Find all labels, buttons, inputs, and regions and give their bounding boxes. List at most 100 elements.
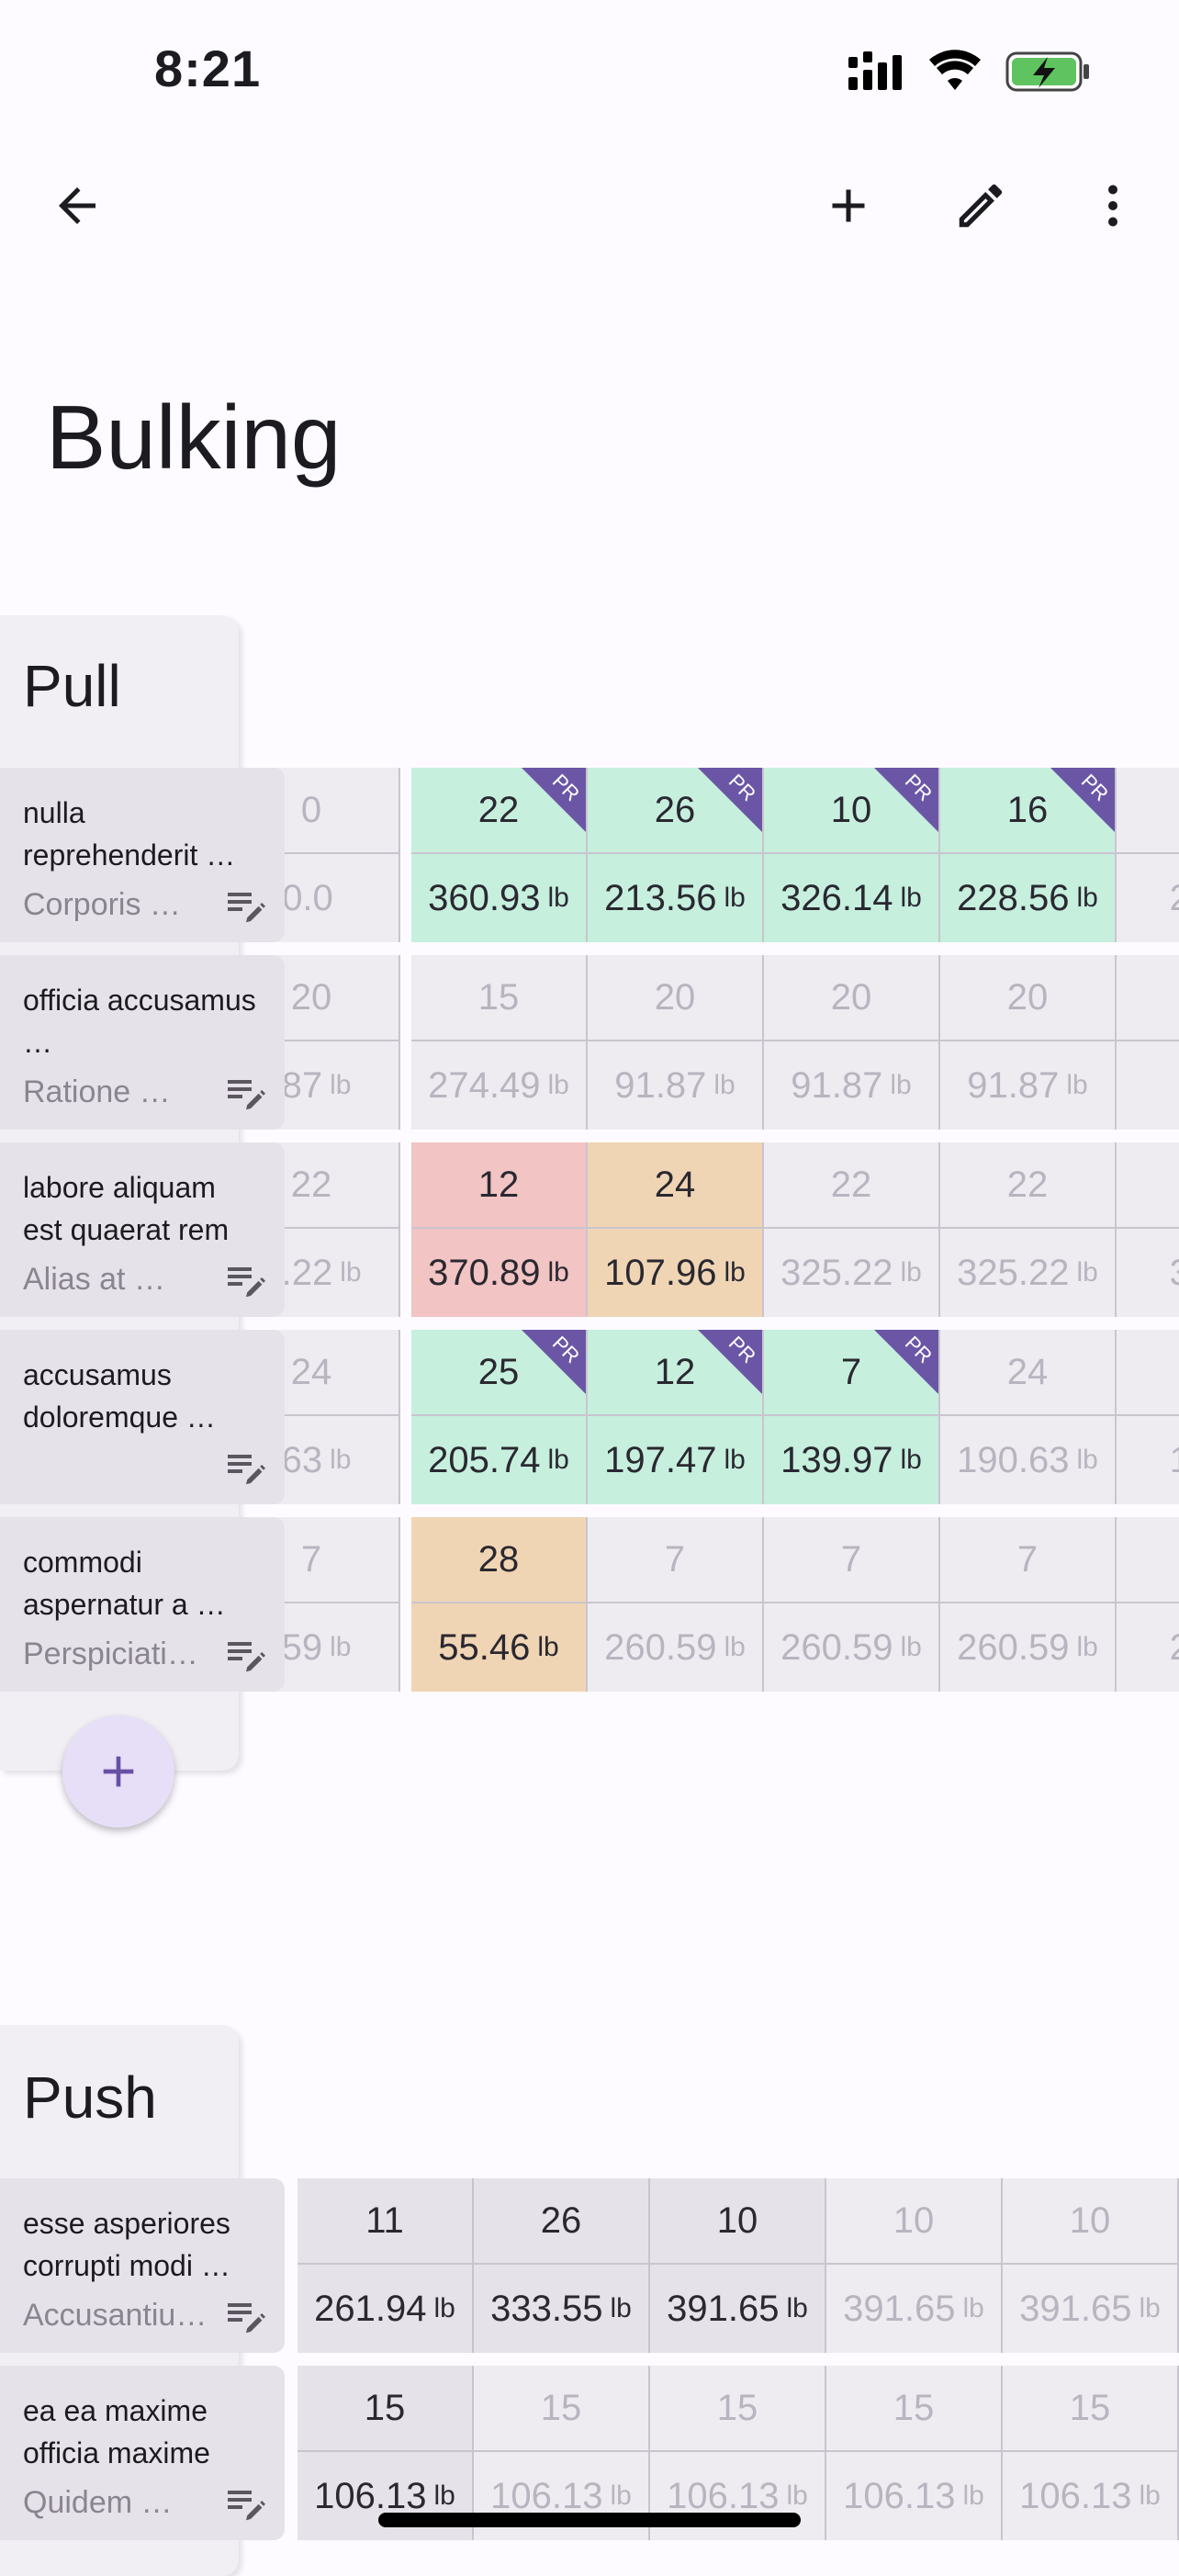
set-cell[interactable]: 10 391.65 lb [826,2178,1003,2353]
weight-value: 0.0 [282,877,333,918]
exercise-name: commodi aspernatur a … [23,1546,226,1621]
weight-unit: lb [724,883,746,913]
set-weight: 106.13 lb [650,2452,825,2540]
set-cell[interactable]: 260 [1117,1517,1179,1692]
set-weight: 91.87 lb [588,1041,762,1130]
set-cell[interactable]: 15 274.49 lb [411,955,588,1130]
set-cell[interactable]: 10 326.14 lb PR [764,768,940,942]
back-button[interactable] [40,169,114,242]
weight-unit: lb [962,2480,984,2511]
set-cell[interactable]: 20 91.87 lb [588,955,764,1130]
set-reps: 0 [224,768,399,854]
set-cell[interactable]: 10 391.65 lb [1003,2178,1179,2353]
set-weight: 91.87 lb [764,1041,938,1130]
set-reps: 15 [411,955,586,1041]
set-cell[interactable]: 7 260.59 lb [588,1517,764,1692]
set-reps: 10 [1003,2178,1177,2265]
exercise-cell[interactable]: nulla reprehenderit … Corporis … [0,768,285,942]
set-weight: 360.93 lb [411,854,586,942]
set-reps: 10 [650,2178,825,2265]
set-cell[interactable]: 228 [1117,768,1179,942]
add-button[interactable] [812,169,885,242]
set-cell[interactable]: 20 91.87 lb [940,955,1117,1130]
edit-button[interactable] [944,169,1017,242]
set-weight: 106.13 lb [474,2452,648,2540]
set-cell[interactable]: 12 370.89 lb [411,1142,588,1317]
set-reps: 10 [826,2178,1001,2265]
set-cell[interactable]: 7 260.59 lb [764,1517,940,1692]
set-reps: 15 [474,2366,648,2452]
set-weight: 228 [1117,854,1179,942]
set-cell[interactable]: 15 106.13 lb [826,2366,1003,2540]
set-cell[interactable]: 26 333.55 lb [474,2178,650,2353]
set-reps: 20 [764,955,938,1041]
set-weight: 106.13 lb [826,2452,1001,2540]
set-weight: 213.56 lb [588,854,762,942]
set-weight: 106.13 lb [1003,2452,1177,2540]
weight-unit: lb [547,1257,569,1288]
set-cell[interactable]: 22 325.22 lb [764,1142,940,1317]
set-cell[interactable]: 20 91.87 lb [764,955,940,1130]
more-options-button[interactable] [1076,169,1150,242]
weight-unit: lb [1076,883,1098,913]
exercise-name: nulla reprehenderit … [23,796,236,872]
note-edit-icon[interactable] [224,1447,268,1488]
exercise-cell[interactable]: esse asperiores corrupti modi … Accusanti… [0,2178,285,2353]
set-cell[interactable]: 91 [1117,955,1179,1130]
set-cell[interactable]: 15 106.13 lb [1003,2366,1179,2540]
set-cell[interactable]: 15 106.13 lb [650,2366,826,2540]
set-cell[interactable]: 10 391.65 lb [650,2178,826,2353]
weight-unit: lb [1066,1070,1088,1100]
note-edit-icon[interactable] [224,2483,268,2524]
weight-value: 106.13 [1019,2475,1132,2516]
set-cell[interactable]: 7 260.59 lb [940,1517,1117,1692]
set-weight: 391.65 lb [1003,2265,1177,2353]
exercise-name: officia accusamus … [23,984,256,1059]
weight-value: 391.65 [1019,2288,1132,2329]
set-cell[interactable]: 28 55.46 lb [411,1517,588,1692]
set-cell[interactable]: 24 107.96 lb [588,1142,764,1317]
note-edit-icon[interactable] [224,1073,268,1113]
set-cell[interactable]: 190 [1117,1330,1179,1504]
set-cell[interactable]: 7 139.97 lb PR [764,1330,940,1504]
exercise-cell[interactable]: labore aliquam est quaerat rem Alias at … [0,1142,285,1317]
set-cell[interactable]: 24 190.63 lb [940,1330,1117,1504]
exercise-cell[interactable]: officia accusamus … Ratione … [0,955,285,1130]
exercise-note: Alias at … [23,1262,165,1297]
set-weight: 260.59 lb [588,1603,762,1692]
weight-unit: lb [713,1070,735,1100]
set-cell[interactable]: 12 197.47 lb PR [588,1330,764,1504]
set-cell[interactable]: 325 [1117,1142,1179,1317]
weight-unit: lb [1139,2293,1161,2323]
set-reps: 26 [588,768,762,854]
set-cell[interactable]: 22 325.22 lb [940,1142,1117,1317]
exercise-cell[interactable]: ea ea maxime officia maxime Quidem … [0,2366,285,2540]
note-edit-icon[interactable] [224,1260,268,1300]
set-cell[interactable]: 16 228.56 lb PR [940,768,1117,942]
set-weight: 370.89 lb [411,1229,586,1317]
note-edit-icon[interactable] [224,1635,268,1675]
set-cell[interactable]: 15 106.13 lb [474,2366,650,2540]
set-weight: 326.14 lb [764,854,938,942]
set-cell[interactable]: 11 261.94 lb [298,2178,474,2353]
set-cell[interactable]: 25 205.74 lb PR [411,1330,588,1504]
set-weight: 333.55 lb [474,2265,648,2353]
note-edit-icon[interactable] [224,885,268,926]
exercise-cell[interactable]: commodi aspernatur a … Perspiciati… [0,1517,285,1692]
pr-badge: PR [522,1330,586,1394]
exercise-name: accusamus doloremque … [23,1358,216,1434]
home-indicator[interactable] [378,2513,801,2527]
set-cell[interactable]: 22 360.93 lb PR [411,768,588,942]
set-reps: 11 [298,2178,472,2265]
add-exercise-button[interactable] [62,1715,174,1828]
note-edit-icon[interactable] [224,2296,268,2336]
set-weight: 260.59 lb [940,1603,1115,1692]
weight-value: 370.89 [428,1252,541,1293]
plus-icon [832,189,865,222]
set-cell[interactable]: 15 106.13 lb [298,2366,474,2540]
weight-unit: lb [330,1445,352,1475]
weight-value: 391.65 [843,2288,956,2329]
weight-unit: lb [547,1445,569,1475]
set-cell[interactable]: 26 213.56 lb PR [588,768,764,942]
exercise-cell[interactable]: accusamus doloremque … [0,1330,285,1504]
